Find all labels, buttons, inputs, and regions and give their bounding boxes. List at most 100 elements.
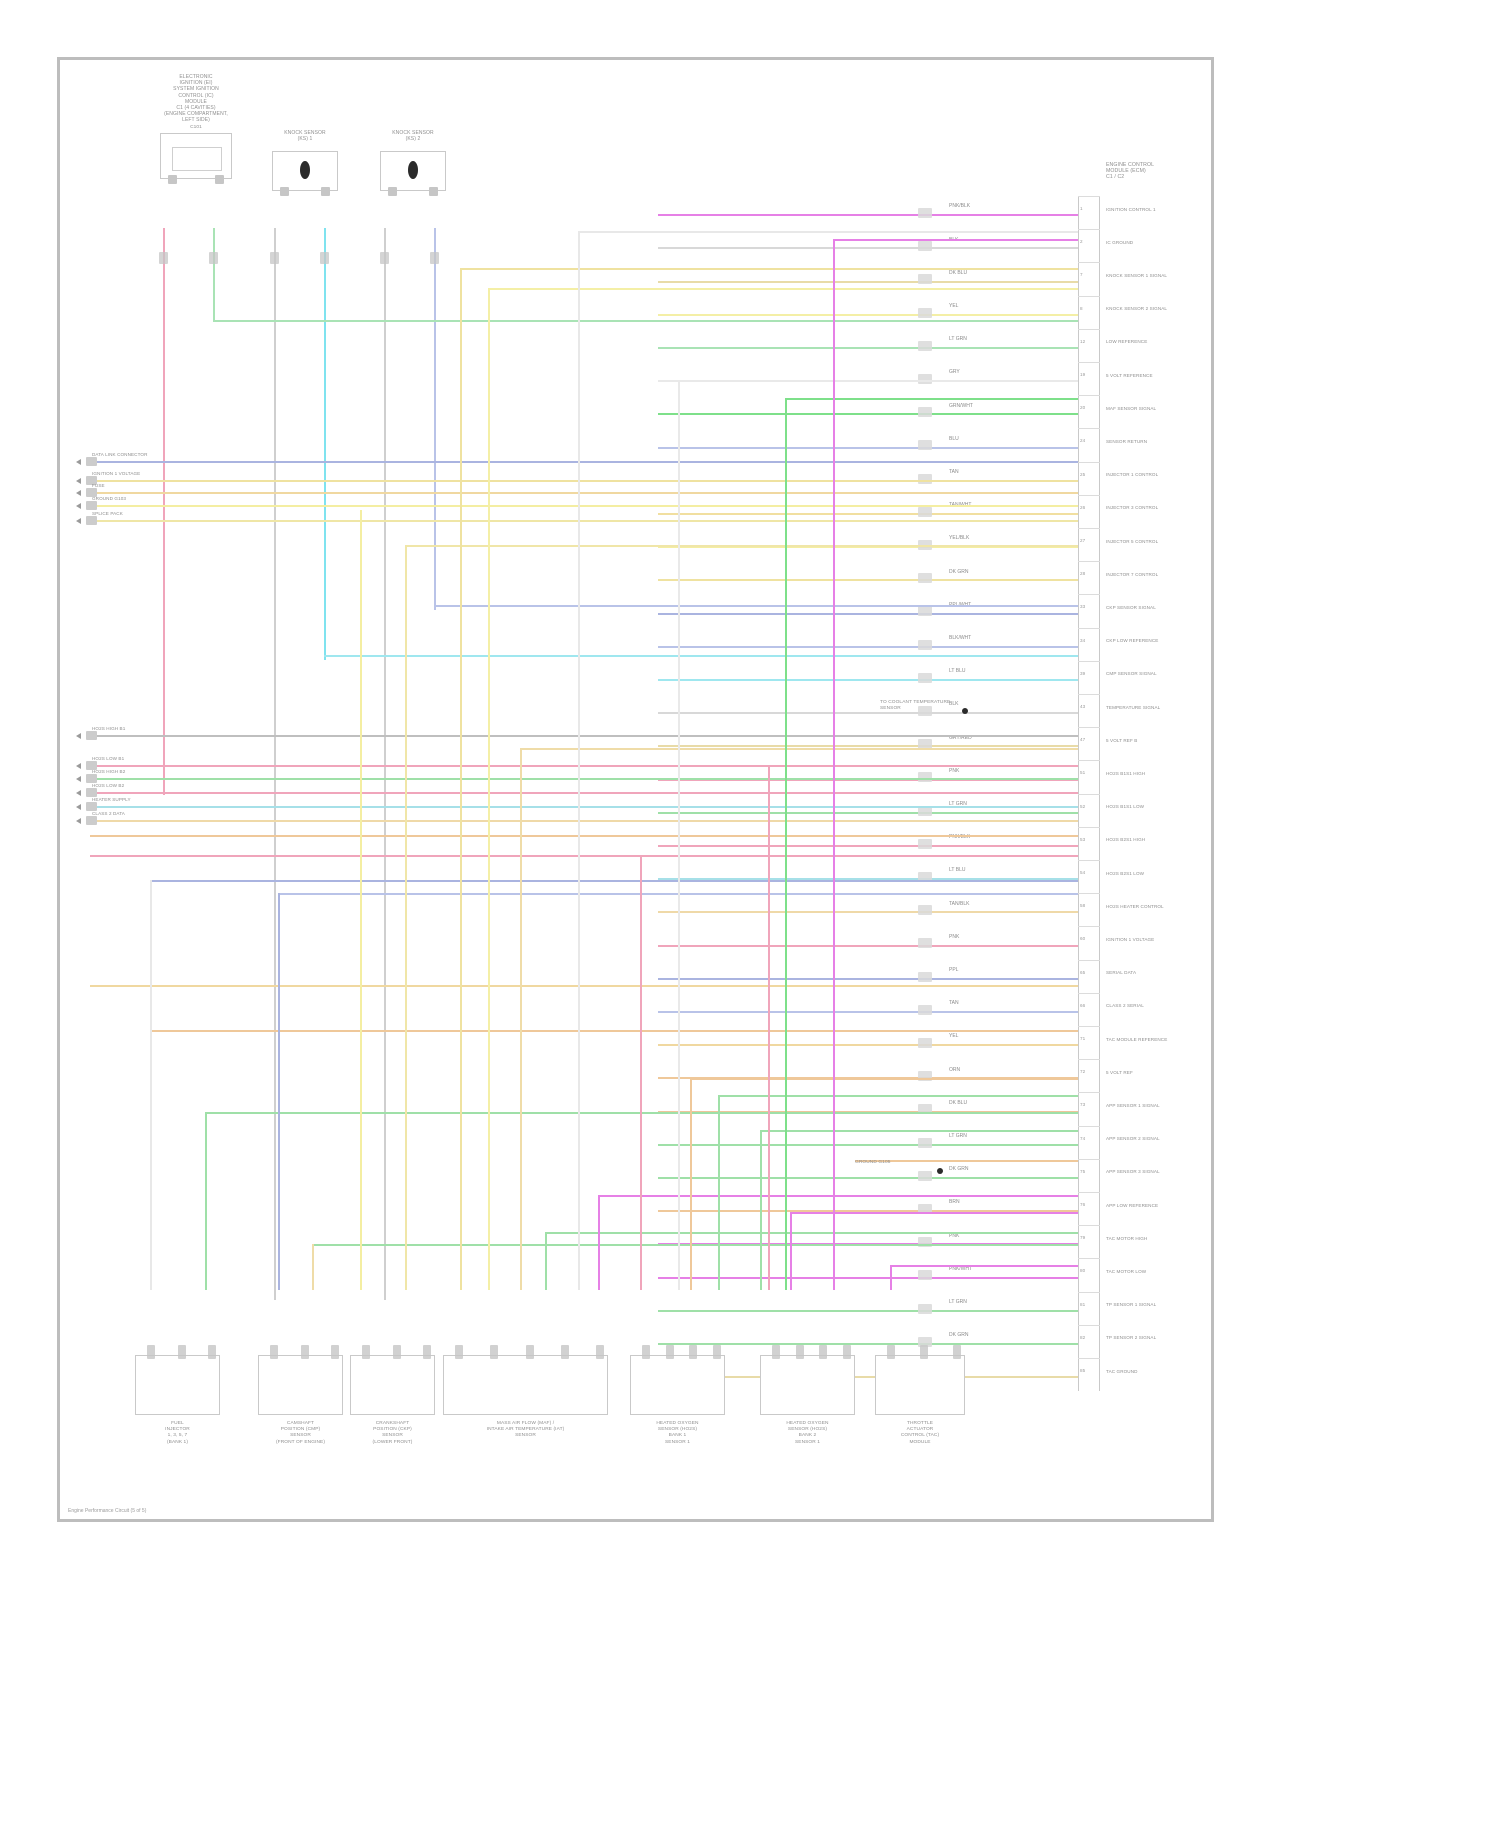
ecm-pin-number: 34 xyxy=(1080,637,1086,643)
inline-connector-terminal xyxy=(918,639,932,650)
ecm-pin-signal: HO2S B2S1 LOW xyxy=(1106,870,1145,876)
heated-oxygen-sensor-bank1-body[interactable] xyxy=(630,1355,725,1415)
main-wire-run xyxy=(545,1232,1078,1234)
wire-riser xyxy=(598,1195,600,1290)
wire-riser xyxy=(768,765,770,1290)
inline-connector-terminal xyxy=(918,207,932,218)
main-wire-run xyxy=(90,461,1078,463)
wire-color-code: YEL/BLK xyxy=(948,535,971,542)
ecm-pin-wire xyxy=(658,911,1078,914)
main-wire-run xyxy=(833,239,1078,241)
left-terminal-C[interactable] xyxy=(86,488,97,497)
ecm-pin-divider xyxy=(1078,229,1100,231)
crankshaft-position-sensor-body[interactable] xyxy=(350,1355,435,1415)
ecm-pin-divider xyxy=(1078,461,1100,463)
main-wire-run xyxy=(785,398,1078,400)
heated-oxygen-sensor-bank2-body[interactable] xyxy=(760,1355,855,1415)
inline-connector-terminal xyxy=(918,440,932,451)
ecm-pin-wire xyxy=(658,745,1078,748)
inline-connector-terminal xyxy=(918,1270,932,1281)
splice-note-2: GROUND G105 xyxy=(855,1160,891,1165)
mass-air-flow-sensor-terminal xyxy=(455,1345,463,1359)
mass-air-flow-sensor-body[interactable] xyxy=(443,1355,608,1415)
left-terminal-label: HO2S LOW B1 xyxy=(92,756,125,761)
ecm-pin-number: 27 xyxy=(1080,537,1086,543)
inline-connector-terminal xyxy=(918,307,932,318)
camshaft-position-sensor-terminal xyxy=(270,1345,278,1359)
ecm-pin-divider xyxy=(1078,793,1100,795)
ecm-pin-divider xyxy=(1078,1026,1100,1027)
left-terminal-H[interactable] xyxy=(86,774,97,783)
main-wire-run xyxy=(90,820,1078,822)
knock-sensor-ks-1-terminal-a xyxy=(280,186,289,196)
inline-connector-terminal xyxy=(918,1071,932,1082)
wire-color-code: LT GRN xyxy=(948,1298,968,1305)
throttle-position-sensor-terminal xyxy=(887,1345,895,1359)
left-terminal-B[interactable] xyxy=(86,476,97,485)
wire-color-code: GRN/WHT xyxy=(948,402,974,409)
ecm-pin-divider xyxy=(1078,1059,1100,1061)
inline-connector-terminal xyxy=(918,1237,932,1248)
main-wire-run xyxy=(90,855,1078,857)
main-wire-run xyxy=(434,605,1078,607)
ks2-wire-signal xyxy=(434,228,436,610)
ecm-pin-divider xyxy=(1078,262,1100,264)
wire-color-code: DK BLU xyxy=(948,1099,969,1106)
ecm-pin-signal: TEMPERATURE SIGNAL xyxy=(1106,704,1161,710)
camshaft-position-sensor-body[interactable] xyxy=(258,1355,343,1415)
ecm-pin-signal: INJECTOR 7 CONTROL xyxy=(1106,571,1159,577)
main-wire-run xyxy=(890,1265,1078,1267)
mass-air-flow-sensor-label: MASS AIR FLOW (MAF) / INTAKE AIR TEMPERAT… xyxy=(486,1421,565,1439)
main-wire-run xyxy=(678,380,1078,382)
ecm-pin-divider xyxy=(1078,1158,1100,1160)
heated-oxygen-sensor-bank1-terminal xyxy=(713,1345,721,1359)
ecm-pin-wire xyxy=(658,645,1078,648)
inline-connector-terminal xyxy=(918,407,932,418)
wire-terminal xyxy=(270,252,279,264)
inline-connector-terminal xyxy=(918,539,932,550)
wire-riser xyxy=(690,1078,692,1290)
wire-color-code: GRY/RED xyxy=(948,734,973,741)
left-terminal-L[interactable] xyxy=(86,816,97,825)
inline-connector-terminal xyxy=(918,772,932,783)
ecm-pin-divider xyxy=(1078,1092,1100,1094)
left-terminal-G[interactable] xyxy=(86,761,97,770)
wire-riser xyxy=(833,239,835,1290)
left-terminal-J[interactable] xyxy=(86,788,97,797)
inline-connector-terminal xyxy=(918,274,932,285)
fuel-injector-bank-body[interactable] xyxy=(135,1355,220,1415)
wire-riser xyxy=(312,1244,314,1290)
ecm-pin-signal: KNOCK SENSOR 2 SIGNAL xyxy=(1106,306,1168,312)
left-terminal-K[interactable] xyxy=(86,802,97,811)
ecm-pin-divider xyxy=(1078,1291,1100,1293)
ecm-pin-divider xyxy=(1078,959,1100,961)
left-terminal-E[interactable] xyxy=(86,516,97,525)
wire-color-code: TAN xyxy=(948,1000,960,1007)
left-terminal-D[interactable] xyxy=(86,501,97,510)
inline-connector-terminal xyxy=(918,1203,932,1214)
inline-connector-terminal xyxy=(918,1170,932,1181)
ecm-pin-signal: APP SENSOR 1 SIGNAL xyxy=(1106,1103,1160,1109)
wire-color-code: BLK xyxy=(948,701,960,708)
left-terminal-A[interactable] xyxy=(86,457,97,466)
main-wire-run xyxy=(718,1095,1078,1097)
left-terminal-F[interactable] xyxy=(86,731,97,740)
heated-oxygen-sensor-bank2-terminal xyxy=(795,1345,804,1359)
ecm-pin-divider xyxy=(1078,826,1100,828)
left-terminal-arrow xyxy=(76,733,81,739)
fuel-injector-bank-terminal xyxy=(147,1345,155,1359)
ecm-pin-number: 24 xyxy=(1080,438,1086,444)
ecm-pin-divider xyxy=(1078,594,1100,596)
ecm-pin-divider xyxy=(1078,727,1100,729)
main-wire-run xyxy=(690,1078,1078,1080)
crankshaft-position-sensor-label: CRANKSHAFT POSITION (CKP) SENSOR (LOWER FRO… xyxy=(372,1421,413,1445)
ecm-pin-number: 58 xyxy=(1080,903,1086,909)
ecm-pin-number: 43 xyxy=(1080,703,1086,709)
left-terminal-arrow xyxy=(76,804,81,810)
ecm-pin-number: 47 xyxy=(1080,737,1086,743)
wire-color-code: PNK/WHT xyxy=(948,1265,974,1272)
throttle-position-sensor-body[interactable] xyxy=(875,1355,965,1415)
wire-riser xyxy=(520,748,522,1290)
wire-terminal xyxy=(159,252,168,264)
main-wire-run xyxy=(90,492,1078,494)
